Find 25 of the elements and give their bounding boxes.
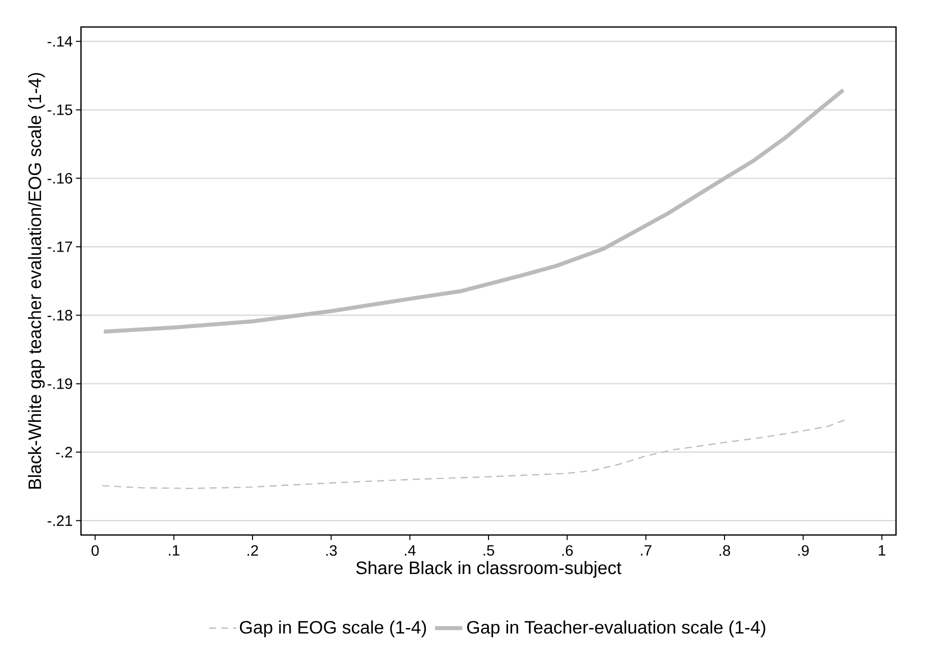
x-tick-label: .8 <box>720 545 730 556</box>
y-tick-label: -.14 <box>48 36 72 47</box>
y-tick-label: -.19 <box>48 378 72 389</box>
y-tick-label: -.16 <box>48 173 72 184</box>
y-tick-label: -.21 <box>48 515 72 526</box>
y-axis-title: Black-White gap teacher evaluation/EOG scale (1-4) <box>28 73 45 489</box>
y-tick-label: -.15 <box>48 104 72 116</box>
x-tick-label: .6 <box>562 545 573 556</box>
x-tick-label: 0 <box>92 545 99 556</box>
x-tick-label: .7 <box>640 545 652 556</box>
legend-label: Gap in Teacher-evaluation scale (1-4) <box>467 620 766 638</box>
x-axis-title: Share Black in classroom-subject <box>356 561 622 578</box>
x-tick-label: .2 <box>248 545 258 556</box>
x-tick-label: .3 <box>326 545 337 556</box>
legend-label: Gap in EOG scale (1-4) <box>240 620 426 638</box>
x-tick-label: .9 <box>798 545 809 556</box>
x-tick-label: .4 <box>404 545 416 556</box>
line-series <box>102 88 846 334</box>
x-tick-label: .5 <box>484 545 494 556</box>
x-tick-label: .1 <box>168 545 180 556</box>
y-tick-label: -.17 <box>48 242 72 252</box>
line-series <box>102 419 846 490</box>
x-tick-label: 1 <box>878 545 886 556</box>
y-tick-label: -.2 <box>56 446 72 458</box>
y-tick-label: -.18 <box>48 310 72 321</box>
